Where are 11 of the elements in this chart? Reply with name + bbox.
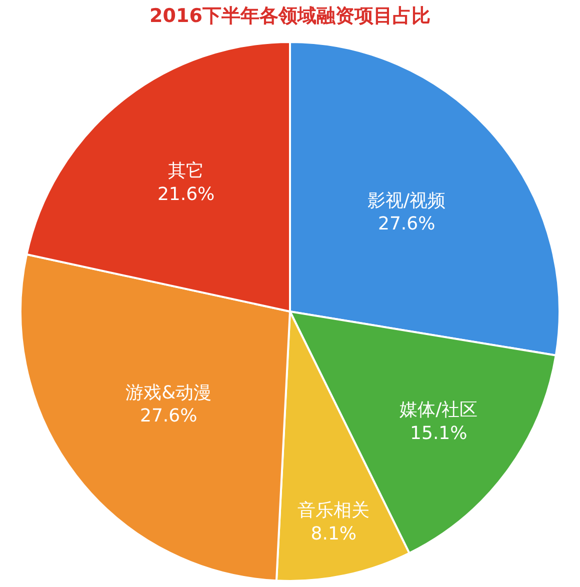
- slice-label: 游戏&动漫: [126, 382, 212, 404]
- chart-title: 2016下半年各领域融资项目占比: [150, 5, 430, 28]
- slice-label: 其它: [168, 160, 204, 182]
- slice-label: 音乐相关: [298, 500, 370, 522]
- slice-label: 影视/视频: [368, 190, 446, 212]
- data-label: 8.1%: [310, 524, 357, 545]
- data-label: 27.6%: [140, 406, 198, 427]
- slice-label: 媒体/社区: [400, 399, 478, 420]
- data-label: 27.6%: [378, 214, 436, 235]
- data-label: 15.1%: [410, 422, 468, 444]
- data-label: 21.6%: [157, 184, 215, 205]
